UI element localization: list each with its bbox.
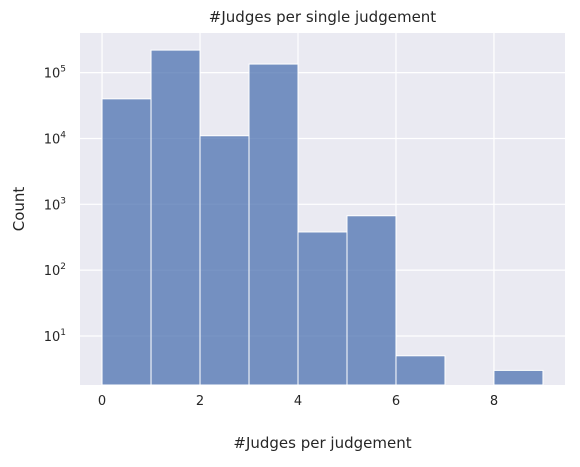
- y-tick-labels: 101 102 103 104 105: [44, 65, 67, 345]
- x-tick-label: 0: [98, 394, 106, 409]
- histogram-bar: [101, 98, 152, 386]
- y-tick-label: 104: [44, 130, 67, 147]
- x-tick-labels: 0 2 4 6 8: [98, 394, 498, 409]
- y-tick-label: 102: [44, 262, 66, 279]
- histogram-bar: [493, 369, 544, 386]
- x-axis-label: #Judges per judgement: [233, 434, 411, 452]
- x-tick-label: 8: [490, 394, 498, 409]
- histogram-bars: [101, 49, 544, 386]
- x-tick-label: 4: [294, 394, 302, 409]
- histogram-bar: [248, 63, 299, 386]
- histogram-bar: [199, 135, 250, 386]
- histogram-bar: [150, 49, 201, 386]
- x-tick-label: 2: [196, 394, 204, 409]
- y-tick-label: 105: [44, 65, 66, 82]
- histogram-bar: [395, 355, 446, 386]
- y-tick-label: 101: [44, 328, 66, 345]
- histogram-bar: [297, 231, 348, 386]
- y-tick-label: 103: [44, 196, 66, 213]
- histogram-bar: [346, 215, 397, 386]
- y-axis-label: Count: [10, 187, 28, 232]
- x-tick-label: 6: [392, 394, 400, 409]
- chart-title: #Judges per single judgement: [209, 8, 437, 26]
